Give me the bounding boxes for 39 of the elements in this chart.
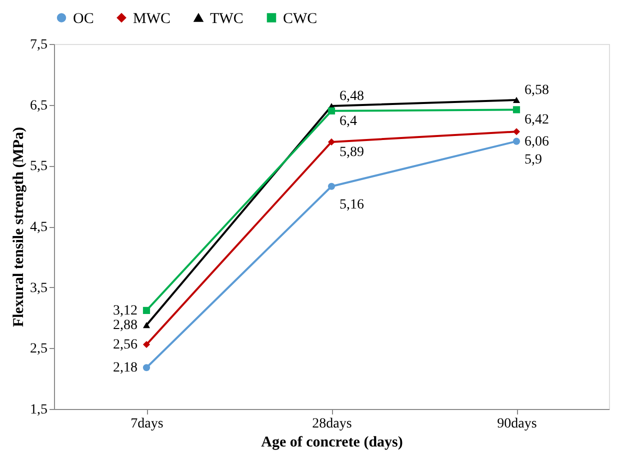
data-label: 5,89: [340, 144, 364, 160]
data-label: 2,56: [113, 338, 138, 353]
legend-label: TWC: [210, 10, 244, 27]
point: [328, 138, 336, 146]
data-label: 6,58: [524, 82, 549, 98]
y-axis-title: Flexural tensile strength (MPa): [11, 126, 27, 328]
data-label: 6,4: [340, 114, 357, 129]
data-label: 2,18: [113, 360, 138, 376]
point: [142, 340, 150, 348]
legend-label: MWC: [133, 10, 170, 27]
data-label: 5,16: [340, 197, 364, 212]
y-tick-label: 1,5: [30, 402, 48, 418]
legend-label: OC: [73, 10, 94, 27]
x-tick-label: 7days: [130, 416, 164, 432]
data-label: 6,42: [524, 112, 549, 128]
y-tick-label: 7,5: [30, 38, 48, 52]
data-label: 5,9: [524, 152, 542, 168]
point: [328, 182, 336, 190]
x-axis-title: Age of concrete (days): [261, 434, 403, 450]
data-label: 2,88: [113, 318, 138, 334]
x-tick-label: 28days: [312, 416, 352, 432]
point: [512, 96, 520, 104]
legend-label: CWC: [283, 10, 318, 27]
y-tick-label: 3,5: [30, 280, 48, 296]
point: [142, 364, 150, 372]
point: [512, 128, 520, 136]
y-tick-label: 5,5: [30, 159, 48, 174]
x-tick-label: 90days: [497, 416, 537, 432]
point: [328, 107, 336, 114]
point: [512, 106, 520, 114]
point: [142, 306, 150, 314]
y-tick-label: 4,5: [30, 220, 48, 235]
data-label: 6,06: [524, 134, 549, 150]
data-label: 6,48: [340, 89, 364, 104]
y-tick-label: 2,5: [30, 342, 48, 357]
data-label: 3,12: [113, 303, 138, 318]
point: [512, 138, 520, 145]
y-tick-label: 6,5: [30, 98, 48, 114]
point: [142, 322, 150, 328]
